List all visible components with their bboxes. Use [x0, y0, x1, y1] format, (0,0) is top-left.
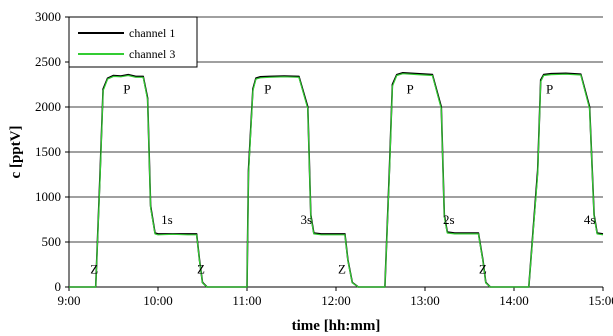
- y-tick-label-2000: 2000: [35, 99, 61, 114]
- y-tick-label-1000: 1000: [35, 189, 61, 204]
- x-tick-label-3: 12:00: [321, 293, 351, 308]
- series-line-channel-1: [69, 72, 604, 288]
- annotation-2: 1s: [161, 212, 173, 227]
- legend-box: [68, 16, 198, 68]
- y-tick-label-2500: 2500: [35, 54, 61, 69]
- x-tick-label-2: 11:00: [232, 293, 261, 308]
- annotation-7: P: [407, 82, 414, 97]
- legend-label-channel-3: channel 3: [129, 47, 175, 61]
- series-lines: [69, 72, 604, 288]
- y-tick-label-3000: 3000: [35, 9, 61, 24]
- annotation-9: Z: [479, 262, 487, 277]
- legend: channel 1 channel 3: [68, 16, 198, 68]
- annotation-4: P: [264, 82, 271, 97]
- y-tick-label-1500: 1500: [35, 144, 61, 159]
- series-line-channel-3: [69, 73, 604, 288]
- annotation-3: Z: [197, 262, 205, 277]
- annotation-0: Z: [90, 262, 98, 277]
- x-axis-title: time [hh:mm]: [292, 318, 381, 334]
- x-tick-label-4: 13:00: [410, 293, 440, 308]
- annotation-5: 3s: [301, 212, 313, 227]
- legend-label-channel-1: channel 1: [129, 26, 175, 40]
- y-tick-label-0: 0: [55, 279, 62, 294]
- y-axis-title: c [pptV]: [8, 126, 24, 179]
- y-tick-label-500: 500: [42, 234, 62, 249]
- annotation-1: P: [123, 82, 130, 97]
- annotation-10: P: [546, 82, 553, 97]
- x-tick-label-5: 14:00: [499, 293, 529, 308]
- x-tick-label-6: 15:00: [588, 293, 613, 308]
- tick-labels: 0 500 1000 1500 2000 2500 3000 9:00 10:00 11:00 12…: [35, 9, 613, 308]
- annotation-6: Z: [338, 262, 346, 277]
- annotations: ZP1sZP3sZP2sZP4sZ: [90, 82, 596, 277]
- annotation-8: 2s: [443, 212, 455, 227]
- x-tick-label-0: 9:00: [57, 293, 80, 308]
- annotation-11: 4s: [584, 212, 596, 227]
- x-tick-label-1: 10:00: [143, 293, 173, 308]
